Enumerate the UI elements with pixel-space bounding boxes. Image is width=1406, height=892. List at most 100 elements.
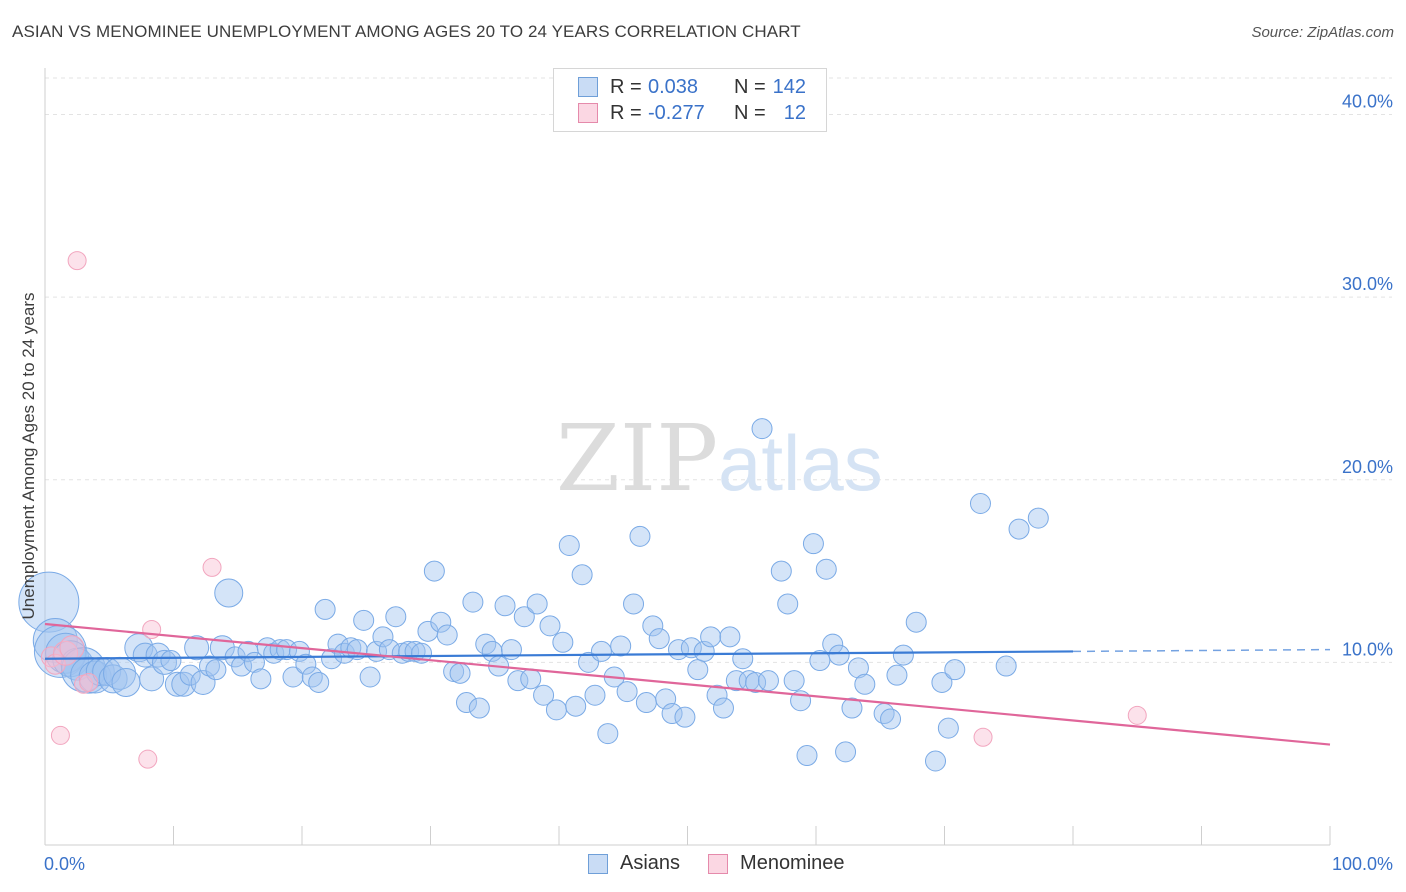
legend-row-asians: R = 0.038 N = 142	[578, 74, 806, 100]
point-asians	[423, 560, 445, 582]
point-asians	[623, 593, 645, 615]
point-asians	[18, 571, 80, 633]
point-asians	[841, 697, 863, 719]
point-asians	[32, 617, 78, 663]
legend-swatch-menominee	[578, 103, 598, 123]
trendline-asians	[44, 650, 1074, 660]
point-asians	[648, 628, 670, 650]
tick-labels: 10.0% 20.0% 30.0% 40.0% 0.0% 100.0%	[44, 92, 1393, 874]
point-asians	[152, 649, 178, 675]
legend-n-value: 12	[783, 101, 806, 124]
y-tick-label: 20.0%	[1342, 457, 1393, 477]
point-asians	[635, 692, 657, 714]
trend-lines	[44, 622, 1331, 746]
point-asians	[770, 560, 792, 582]
point-asians	[308, 671, 330, 693]
point-asians	[539, 615, 561, 637]
legend-r-label: R =	[610, 75, 642, 98]
point-asians	[590, 640, 612, 662]
point-asians	[545, 699, 567, 721]
point-asians	[661, 703, 683, 725]
point-asians	[847, 657, 869, 679]
point-asians	[552, 631, 574, 653]
point-asians	[732, 648, 754, 670]
watermark-atlas: atlas	[718, 419, 883, 507]
point-asians	[179, 664, 201, 686]
point-menominee	[50, 725, 70, 745]
legend-swatch-asians	[588, 853, 608, 874]
correlation-legend: R = 0.038 N = 142 R = -0.277 N = 12	[553, 68, 827, 132]
point-asians	[706, 684, 728, 706]
point-asians	[642, 615, 664, 637]
legend-swatch-menominee	[708, 853, 729, 874]
point-asians	[430, 611, 452, 633]
point-asians	[513, 606, 535, 628]
point-menominee	[79, 672, 99, 692]
point-asians	[250, 668, 272, 690]
point-asians	[719, 626, 741, 648]
point-asians	[198, 655, 220, 677]
point-asians	[687, 659, 709, 681]
legend-item-asians: Asians	[588, 852, 680, 875]
legend-label-asians: Asians	[620, 852, 681, 874]
point-menominee	[142, 620, 162, 640]
y-tick-label: 40.0%	[1342, 92, 1393, 112]
point-asians	[314, 598, 336, 620]
point-asians	[184, 635, 210, 661]
point-asians	[359, 666, 381, 688]
point-asians	[854, 673, 876, 695]
point-asians	[378, 639, 400, 661]
point-asians	[995, 655, 1017, 677]
point-asians	[886, 664, 908, 686]
point-asians	[616, 681, 638, 703]
point-asians	[1008, 518, 1030, 540]
point-asians	[282, 666, 304, 688]
point-asians	[712, 697, 734, 719]
point-asians	[892, 644, 914, 666]
trendline-asians-extension	[1072, 648, 1331, 653]
point-asians	[455, 692, 477, 714]
point-asians	[385, 606, 407, 628]
x-tick-label: 0.0%	[44, 854, 85, 874]
point-asians	[462, 591, 484, 613]
series-asians	[18, 418, 1049, 772]
point-asians	[436, 624, 458, 646]
legend-item-menominee: Menominee	[708, 852, 845, 875]
legend-label-menominee: Menominee	[740, 852, 845, 874]
x-tick-label: 100.0%	[1332, 854, 1393, 874]
source-label: Source: ZipAtlas.com	[1251, 24, 1394, 41]
point-asians	[353, 609, 375, 631]
point-asians	[494, 595, 516, 617]
legend-n-label: N =	[734, 75, 766, 98]
point-asians	[777, 593, 799, 615]
series-legend: Asians Menominee	[588, 852, 873, 875]
point-menominee	[973, 727, 993, 747]
legend-row-menominee: R = -0.277 N = 12	[578, 100, 806, 126]
point-asians	[526, 593, 548, 615]
point-asians	[295, 653, 317, 675]
point-asians	[565, 695, 587, 717]
point-asians	[905, 611, 927, 633]
point-asians	[802, 533, 824, 555]
point-asians	[969, 493, 991, 515]
point-asians	[944, 659, 966, 681]
point-asians	[111, 667, 141, 697]
legend-r-label: R =	[610, 101, 642, 124]
point-asians	[880, 708, 902, 730]
point-menominee	[67, 251, 87, 271]
trendline-menominee	[44, 622, 1331, 746]
point-asians	[263, 642, 285, 664]
legend-n-label: N =	[734, 101, 766, 124]
point-asians	[757, 670, 779, 692]
legend-swatch-asians	[578, 77, 598, 97]
point-asians	[449, 662, 471, 684]
point-asians	[700, 626, 722, 648]
legend-r-value: 0.038	[648, 75, 699, 98]
point-asians	[725, 670, 747, 692]
point-asians	[533, 684, 555, 706]
watermark-zip: ZIP	[556, 405, 718, 512]
point-asians	[931, 671, 953, 693]
point-asians	[828, 644, 850, 666]
chart-title: ASIAN VS MENOMINEE UNEMPLOYMENT AMONG AG…	[12, 22, 801, 41]
point-asians	[835, 741, 857, 763]
